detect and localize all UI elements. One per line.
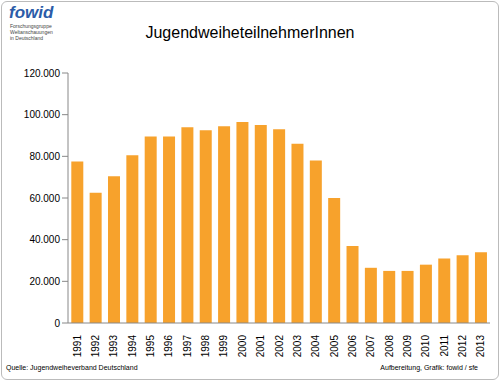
- svg-text:1993: 1993: [108, 335, 119, 358]
- svg-text:2013: 2013: [475, 335, 486, 358]
- svg-text:2011: 2011: [439, 335, 450, 357]
- svg-text:2000: 2000: [237, 335, 248, 358]
- svg-text:1995: 1995: [145, 335, 156, 358]
- html-text:fowid: fowid: [9, 3, 54, 22]
- svg-text:20.000: 20.000: [29, 276, 60, 287]
- svg-text:2005: 2005: [329, 335, 340, 358]
- svg-text:2006: 2006: [347, 335, 358, 358]
- svg-text:100.000: 100.000: [24, 109, 61, 120]
- svg-text:40.000: 40.000: [29, 234, 60, 245]
- svg-text:60.000: 60.000: [29, 193, 60, 204]
- svg-text:0: 0: [54, 318, 60, 329]
- svg-text:2001: 2001: [255, 335, 266, 358]
- svg-text:1992: 1992: [90, 335, 101, 358]
- svg-text:80.000: 80.000: [29, 151, 60, 162]
- svg-text:2009: 2009: [402, 335, 413, 358]
- html-text:Aufbereitung, Grafik: fowid /: Aufbereitung, Grafik: fowid / sfe: [380, 364, 478, 371]
- html-text:Quelle: Jugendweiheverband Deu: Quelle: Jugendweiheverband Deutschland: [6, 364, 138, 371]
- svg-text:2004: 2004: [310, 335, 321, 358]
- html-text:Weltanschauungen: Weltanschauungen: [10, 29, 53, 35]
- svg-text:2008: 2008: [384, 335, 395, 358]
- svg-text:2010: 2010: [420, 335, 431, 358]
- svg-text:2003: 2003: [292, 335, 303, 358]
- svg-text:2002: 2002: [274, 335, 285, 358]
- svg-text:1997: 1997: [182, 335, 193, 358]
- svg-text:1994: 1994: [127, 335, 138, 358]
- svg-text:1996: 1996: [163, 335, 174, 358]
- svg-text:2007: 2007: [365, 335, 376, 358]
- html-text:in Deutschland: in Deutschland: [10, 35, 44, 41]
- svg-text:2012: 2012: [457, 335, 468, 358]
- html-text:JugendweiheteilnehmerInnen: JugendweiheteilnehmerInnen: [145, 24, 355, 41]
- svg-text:1999: 1999: [218, 335, 229, 358]
- svg-text:1998: 1998: [200, 335, 211, 358]
- svg-text:1991: 1991: [72, 335, 83, 358]
- svg-text:120.000: 120.000: [24, 68, 61, 79]
- html-text:Forschungsgruppe: Forschungsgruppe: [10, 23, 52, 29]
